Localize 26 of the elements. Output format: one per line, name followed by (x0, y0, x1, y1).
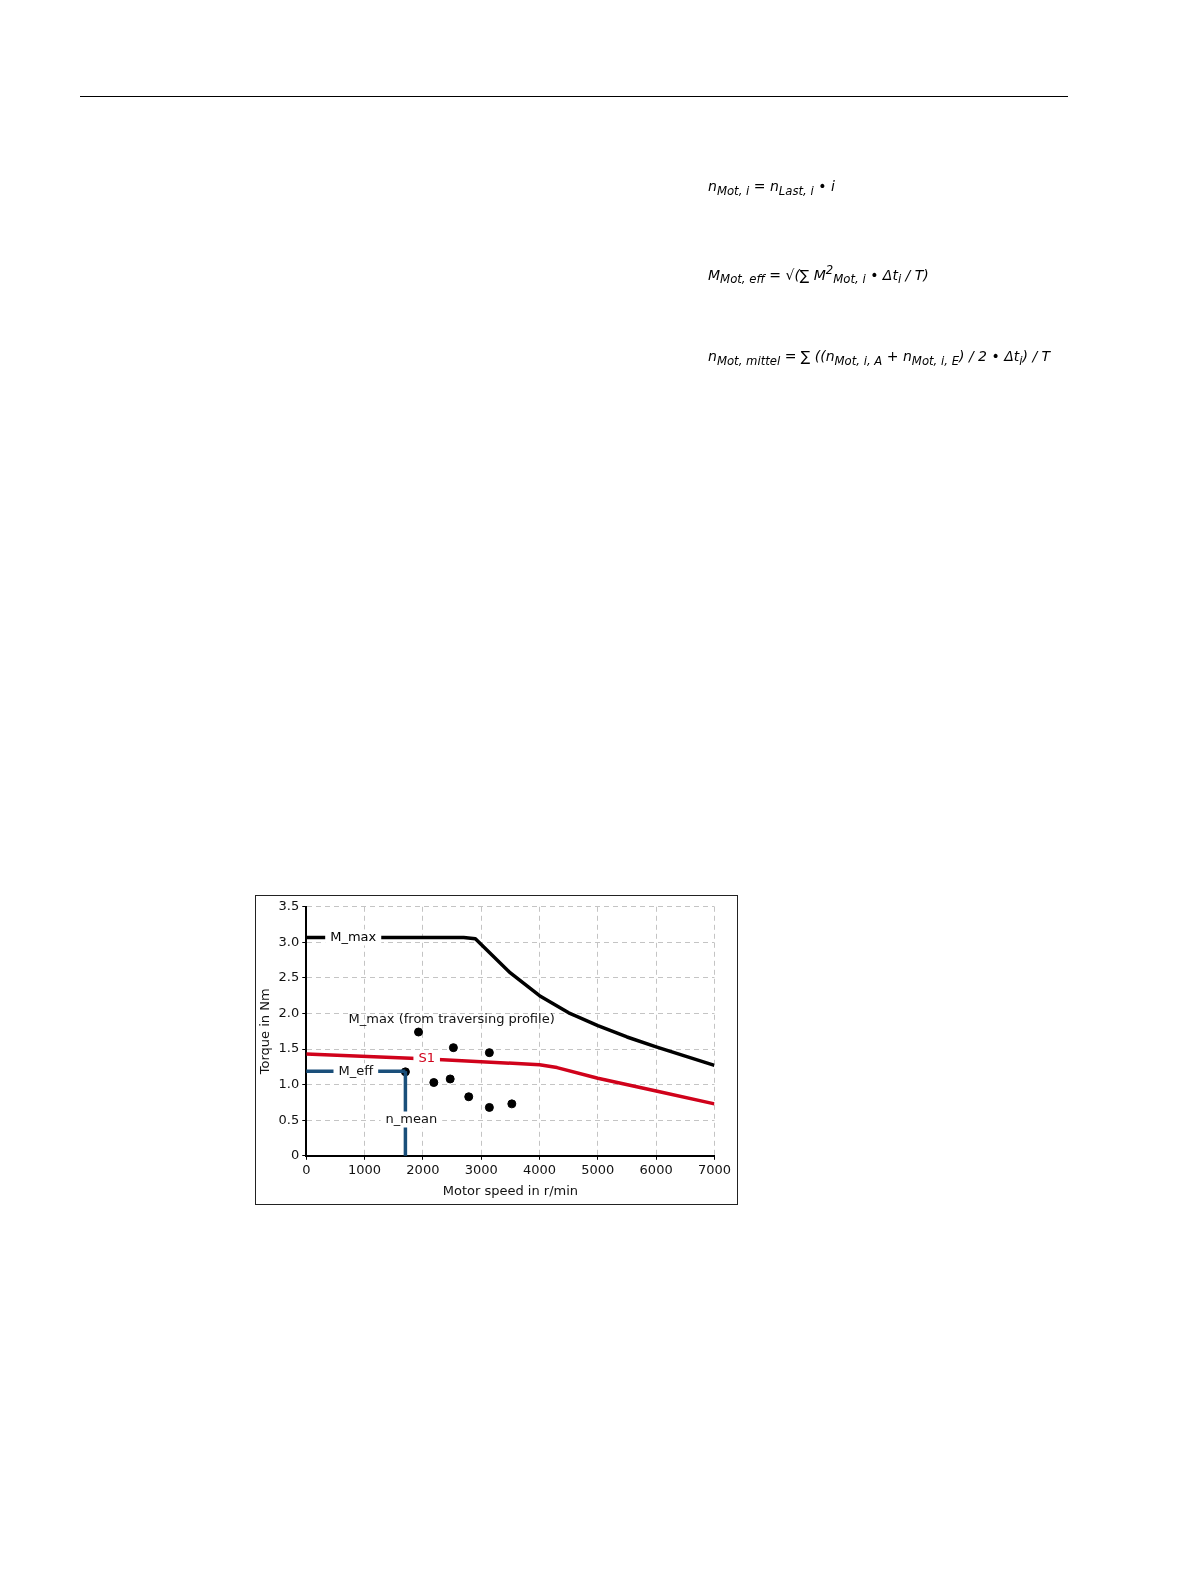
text: n$_{Mot, mittel}$ = ∑ ((n$_{Mot, i, A}$ + n$_{Mot, i, E}$) / 2 • Δt$_{i}$) / T (708, 348, 1051, 368)
y-tick-label: 3.0 (278, 933, 300, 949)
text: M$_{Mot, eff}$ = √(∑ M$^{2}$$_{Mot, i}$ • Δt$_{i}$ / T) (708, 263, 929, 287)
y-tick-label: 1.0 (278, 1076, 300, 1092)
x-tick-label: 2000 (406, 1161, 440, 1177)
y-tick-label: 2.0 (278, 1004, 300, 1020)
y-tick-label: 0.5 (278, 1111, 300, 1127)
text: n$_{Mot, i}$ = n$_{Last, i}$ • i (708, 178, 835, 198)
series-label: S1 (418, 1050, 435, 1066)
x-tick-label: 5000 (581, 1161, 615, 1177)
y-axis-title: Torque in Nm (257, 988, 273, 1076)
y-tick-label: 2.5 (278, 969, 300, 985)
y-tick-label: 0 (290, 1147, 300, 1163)
x-axis-title: Motor speed in r/min (442, 1182, 579, 1198)
ref-line-label: M_eff (338, 1062, 375, 1078)
x-tick-label: 3000 (464, 1161, 498, 1177)
series-label: M_max (330, 928, 377, 944)
x-tick-label: 0 (302, 1161, 311, 1177)
annotation: M_max (from traversing profile) (348, 1011, 555, 1027)
x-tick-label: 6000 (639, 1161, 673, 1177)
x-tick-label: 1000 (348, 1161, 382, 1177)
x-tick-label: 4000 (522, 1161, 557, 1177)
x-tick-label: 7000 (697, 1161, 731, 1177)
y-tick-label: 3.5 (278, 898, 300, 914)
y-tick-label: 1.5 (278, 1040, 300, 1056)
ref-line-label: n_mean (385, 1110, 438, 1126)
